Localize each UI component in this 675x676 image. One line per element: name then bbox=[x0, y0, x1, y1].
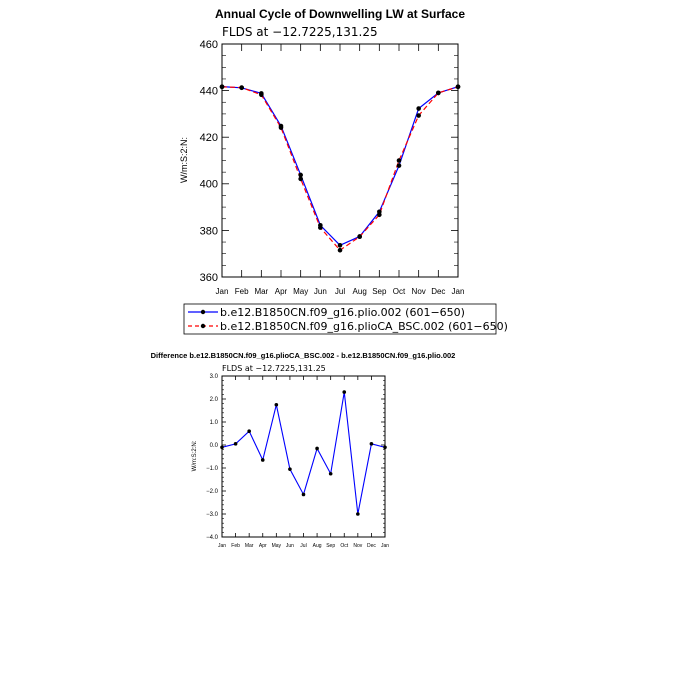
series-line-chart1-2 bbox=[221, 86, 459, 252]
data-point-chart1-series2 bbox=[337, 247, 343, 253]
data-point-chart2-series1 bbox=[342, 390, 347, 394]
y-tick-label: −2.0 bbox=[206, 489, 219, 495]
x-tick-label: Apr bbox=[275, 287, 288, 296]
chart2-ylabel: W/m:S:2:N: bbox=[192, 440, 198, 471]
data-point-chart1-series2 bbox=[259, 92, 264, 98]
x-tick-label: Mar bbox=[254, 287, 268, 296]
x-tick-label: Jan bbox=[216, 287, 229, 296]
y-tick-label: 360 bbox=[200, 272, 218, 284]
x-tick-label: Mar bbox=[245, 543, 254, 549]
y-tick-label: 420 bbox=[200, 132, 218, 144]
data-point-chart2-series1 bbox=[260, 458, 265, 462]
data-point-chart1-series2 bbox=[239, 85, 244, 90]
data-point-chart1-series1 bbox=[396, 163, 402, 168]
data-point-chart1-series2 bbox=[377, 212, 382, 218]
data-point-chart1-series2 bbox=[455, 84, 461, 90]
data-point-chart1-series1 bbox=[416, 106, 421, 111]
x-tick-label: Jun bbox=[314, 287, 327, 296]
x-tick-label: May bbox=[293, 287, 308, 296]
legend-label-series-1: b.e12.B1850CN.f09_g16.plio.002 (601−650) bbox=[220, 306, 465, 319]
x-tick-label: Jan bbox=[218, 543, 226, 549]
x-tick-label: Jan bbox=[452, 287, 465, 296]
data-point-chart1-series2 bbox=[298, 176, 303, 182]
plot-frame-chart2 bbox=[221, 375, 386, 538]
y-tick-label: −1.0 bbox=[206, 466, 219, 472]
data-point-chart2-series1 bbox=[356, 512, 360, 516]
data-point-chart1-series2 bbox=[318, 225, 323, 230]
y-tick-label: 440 bbox=[200, 85, 218, 97]
data-point-chart1-series2 bbox=[219, 84, 225, 90]
data-point-chart2-series1 bbox=[301, 492, 306, 497]
x-tick-label: Feb bbox=[235, 287, 249, 296]
chart2-subtitle: FLDS at −12.7225,131.25 bbox=[222, 364, 326, 373]
x-tick-label: Apr bbox=[259, 543, 267, 549]
x-tick-label: Dec bbox=[367, 543, 376, 549]
y-tick-label: −4.0 bbox=[206, 535, 219, 541]
y-tick-label: 1.0 bbox=[210, 420, 219, 426]
x-tick-label: Jan bbox=[381, 543, 389, 549]
chart2-title: Difference b.e12.B1850CN.f09_g16.plioCA_… bbox=[151, 351, 456, 360]
series-line-chart1-1 bbox=[221, 86, 459, 247]
x-tick-label: Dec bbox=[431, 287, 445, 296]
y-tick-label: 400 bbox=[200, 179, 218, 191]
legend-item-series-2: b.e12.B1850CN.f09_g16.plioCA_BSC.002 (60… bbox=[188, 320, 508, 333]
x-tick-label: Nov bbox=[353, 543, 362, 549]
x-tick-label: Aug bbox=[353, 287, 367, 296]
chart1-subtitle: FLDS at −12.7225,131.25 bbox=[222, 25, 378, 39]
legend-box bbox=[183, 303, 497, 335]
data-point-chart2-series1 bbox=[383, 445, 387, 450]
x-tick-label: Oct bbox=[393, 287, 406, 296]
data-point-chart1-series2 bbox=[278, 125, 284, 130]
x-tick-label: Jul bbox=[300, 543, 306, 549]
y-tick-label: 3.0 bbox=[210, 374, 219, 380]
x-tick-label: Jul bbox=[335, 287, 345, 296]
chart1-title: Annual Cycle of Downwelling LW at Surfac… bbox=[215, 7, 465, 21]
data-point-chart2-series1 bbox=[315, 446, 319, 451]
data-point-chart1-series1 bbox=[337, 243, 343, 248]
y-tick-label: 380 bbox=[200, 225, 218, 237]
data-point-chart2-series1 bbox=[288, 467, 292, 471]
y-tick-label: 460 bbox=[200, 39, 218, 51]
data-point-chart1-series2 bbox=[416, 113, 421, 118]
x-tick-label: Feb bbox=[231, 543, 240, 549]
data-point-chart2-series1 bbox=[233, 442, 238, 446]
chart1-ylabel: W/m:S:2:N: bbox=[179, 137, 189, 183]
data-point-chart2-series1 bbox=[274, 402, 279, 407]
x-tick-label: Sep bbox=[372, 287, 387, 296]
y-tick-label: 2.0 bbox=[210, 397, 219, 403]
data-point-chart2-series1 bbox=[247, 429, 251, 434]
data-point-chart2-series1 bbox=[220, 445, 224, 450]
x-tick-label: Aug bbox=[313, 543, 322, 549]
data-point-chart1-series1 bbox=[298, 172, 303, 178]
data-point-chart1-series2 bbox=[436, 90, 441, 96]
x-tick-label: Jun bbox=[286, 543, 294, 549]
x-tick-label: Oct bbox=[340, 543, 348, 549]
legend-item-series-1: b.e12.B1850CN.f09_g16.plio.002 (601−650) bbox=[188, 306, 465, 319]
y-tick-label: 0.0 bbox=[210, 443, 219, 449]
x-tick-label: Sep bbox=[326, 543, 335, 549]
plot-frame-chart1 bbox=[221, 43, 459, 278]
data-point-chart1-series2 bbox=[396, 158, 402, 163]
data-point-chart1-series2 bbox=[357, 234, 362, 239]
data-point-chart2-series1 bbox=[328, 471, 333, 476]
y-tick-label: −3.0 bbox=[206, 512, 219, 518]
data-point-chart2-series1 bbox=[369, 442, 374, 446]
x-tick-label: Nov bbox=[412, 287, 426, 296]
x-tick-label: May bbox=[272, 543, 282, 549]
legend-label-series-2: b.e12.B1850CN.f09_g16.plioCA_BSC.002 (60… bbox=[220, 320, 508, 333]
